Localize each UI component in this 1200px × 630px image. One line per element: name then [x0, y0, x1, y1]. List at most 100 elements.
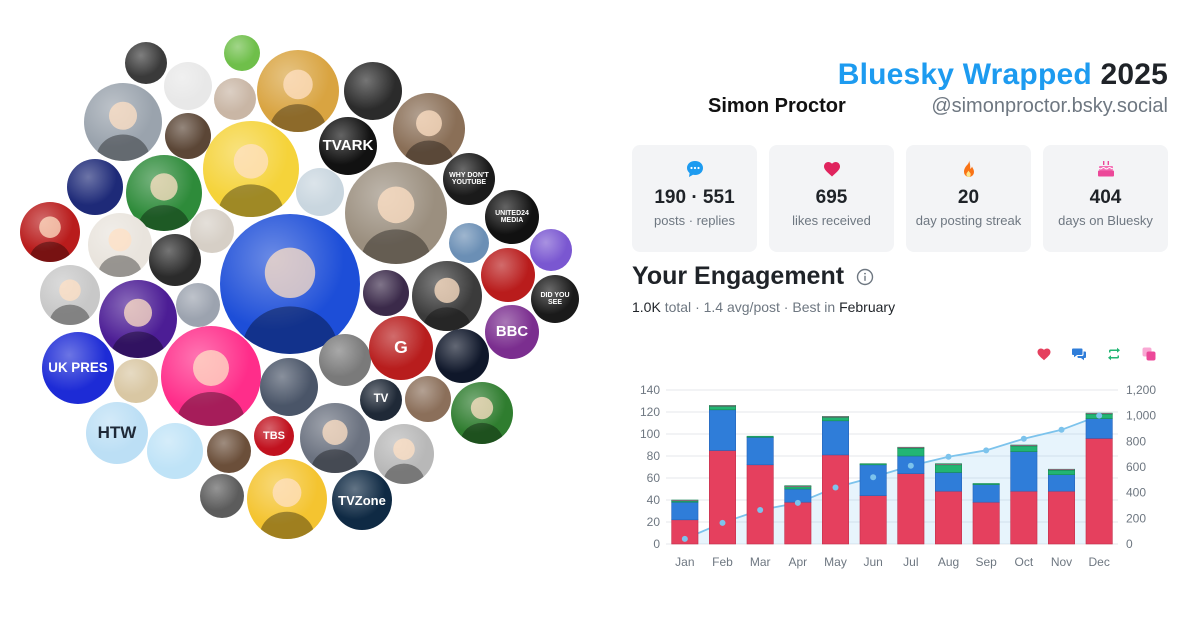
bar-segment	[1048, 468, 1075, 471]
bar-segment	[897, 448, 925, 457]
bar-segment	[935, 472, 962, 492]
avatar[interactable]	[207, 429, 251, 473]
avatar[interactable]	[84, 83, 162, 161]
avatar[interactable]	[412, 261, 482, 331]
avatar[interactable]	[319, 334, 371, 386]
avatar[interactable]	[125, 42, 167, 84]
avatar[interactable]	[99, 280, 177, 358]
repost-icon[interactable]	[1106, 346, 1122, 362]
avatar[interactable]	[114, 359, 158, 403]
user-handle: @simonproctor.bsky.social	[931, 95, 1168, 117]
avatar[interactable]	[296, 168, 344, 216]
bar-segment	[822, 420, 849, 456]
bar-segment	[746, 435, 774, 438]
heart-icon[interactable]	[1036, 346, 1052, 362]
avatar[interactable]	[224, 35, 260, 71]
avatar[interactable]	[257, 50, 339, 132]
bar-segment	[1048, 470, 1075, 476]
cumulative-point	[832, 484, 839, 491]
quote-icon[interactable]	[1141, 346, 1157, 362]
avatar[interactable]	[190, 209, 234, 253]
avatar[interactable]	[345, 162, 447, 264]
avatar[interactable]	[165, 113, 211, 159]
y-tick-label: 20	[647, 515, 661, 529]
avatar[interactable]: UK PRES	[42, 332, 114, 404]
cumulative-point	[681, 535, 688, 542]
avatar[interactable]	[214, 78, 256, 120]
avatar[interactable]	[449, 223, 489, 263]
avatar[interactable]	[530, 229, 572, 271]
avatar[interactable]	[363, 270, 409, 316]
bar-segment	[746, 436, 774, 466]
stat-card-days: 404 days on Bluesky	[1043, 145, 1168, 252]
avatar[interactable]: HTW	[86, 402, 148, 464]
avatar[interactable]	[374, 424, 434, 484]
cumulative-point	[1058, 426, 1065, 433]
avatar-label: DID YOU SEE	[540, 292, 570, 306]
avatar[interactable]	[247, 459, 327, 539]
stat-label: likes received	[792, 213, 871, 228]
avatar[interactable]	[67, 159, 123, 215]
x-tick-label: Dec	[1088, 555, 1109, 569]
cumulative-point	[945, 453, 952, 460]
avatar[interactable]: TV	[360, 379, 402, 421]
bar-segment	[822, 454, 849, 545]
avatar[interactable]	[435, 329, 489, 383]
avatar[interactable]	[161, 326, 261, 426]
avatar[interactable]	[451, 382, 513, 444]
avatar[interactable]	[164, 62, 212, 110]
x-tick-label: Mar	[750, 555, 771, 569]
engagement-summary: 1.0K total · 1.4 avg/post · Best in Febr…	[632, 299, 895, 315]
avatar[interactable]: DID YOU SEE	[531, 275, 579, 323]
avatar[interactable]: G	[369, 316, 433, 380]
avatar[interactable]	[149, 234, 201, 286]
engagement-best-month: February	[839, 299, 896, 315]
avatar-portrait	[404, 110, 454, 165]
avatar-label: TBS	[263, 429, 285, 442]
engagement-heading: Your Engagement	[632, 262, 874, 291]
avatar-portrait	[177, 350, 245, 426]
avatar[interactable]: WHY DON'T YOUTUBE	[443, 153, 495, 205]
avatar-label: G	[394, 337, 408, 358]
y-tick-label: 0	[653, 537, 660, 551]
avatar[interactable]	[481, 248, 535, 302]
avatar[interactable]	[20, 202, 80, 262]
avatar[interactable]	[176, 283, 220, 327]
avatar[interactable]	[203, 121, 299, 217]
x-tick-label: Aug	[938, 555, 959, 569]
avatar-label: BBC	[495, 323, 529, 340]
page-title: Bluesky Wrapped 2025	[838, 58, 1168, 92]
avatar[interactable]	[200, 474, 244, 518]
y2-tick-label: 1,000	[1126, 409, 1156, 423]
info-icon[interactable]	[856, 268, 874, 286]
avatar-label: TVARK	[322, 137, 374, 155]
bar-segment	[897, 473, 925, 545]
avatar[interactable]	[344, 62, 402, 120]
avatar[interactable]: TVARK	[319, 117, 377, 175]
replies-icon[interactable]	[1071, 346, 1087, 362]
display-name: Simon Proctor	[708, 95, 846, 117]
bar-segment	[784, 485, 812, 488]
avatar-label: TV	[373, 393, 389, 406]
avatar[interactable]: UNITED24 MEDIA	[485, 190, 539, 244]
user-line: Simon Proctor @simonproctor.bsky.social	[708, 95, 1168, 121]
avatar[interactable]	[126, 155, 202, 231]
bar-segment	[859, 495, 887, 545]
avatar[interactable]	[260, 358, 318, 416]
avatar[interactable]	[147, 423, 203, 479]
bar-segment	[935, 490, 962, 545]
avatar[interactable]	[405, 376, 451, 422]
avatar[interactable]	[40, 265, 100, 325]
avatar[interactable]: TVZone	[332, 470, 392, 530]
x-tick-label: Sep	[975, 555, 997, 569]
avatar[interactable]: TBS	[254, 416, 294, 456]
cumulative-point	[1096, 412, 1103, 419]
x-tick-label: Oct	[1014, 555, 1033, 569]
avatar[interactable]	[393, 93, 465, 165]
avatar[interactable]	[300, 403, 370, 473]
y2-tick-label: 800	[1126, 434, 1146, 448]
avatar-label: TVZone	[338, 492, 386, 508]
avatar[interactable]	[88, 213, 152, 277]
avatar[interactable]	[220, 214, 360, 354]
avatar[interactable]: BBC	[485, 305, 539, 359]
